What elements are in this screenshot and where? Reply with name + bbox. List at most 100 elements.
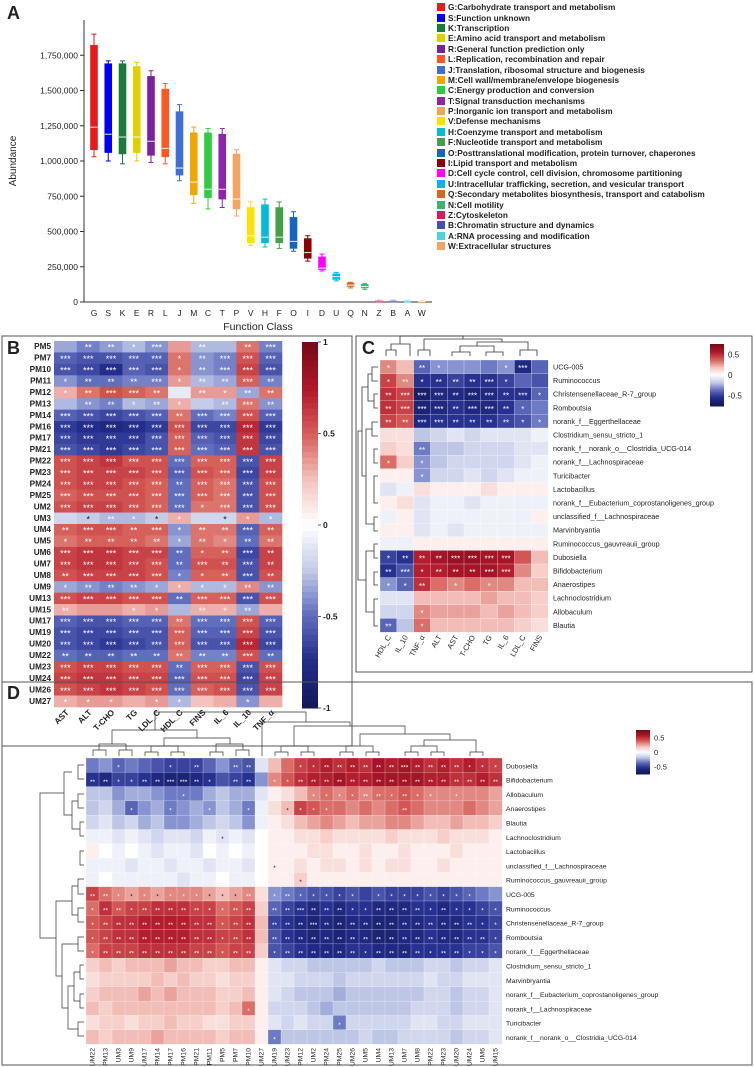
significance-mark: * <box>312 808 315 815</box>
column-label: UM4 <box>376 1048 383 1063</box>
significance-mark: * <box>117 765 120 772</box>
significance-mark: *** <box>468 391 477 400</box>
heatmap-cell <box>150 757 165 773</box>
row-label: Lactobacillus <box>553 485 595 494</box>
heatmap-cell <box>145 466 169 479</box>
heatmap-cell <box>137 843 152 859</box>
heatmap-cell <box>306 929 321 945</box>
row-dendrogram <box>373 393 378 409</box>
heatmap-cell <box>124 772 139 788</box>
significance-mark: *** <box>129 469 140 479</box>
significance-mark: *** <box>129 640 140 650</box>
significance-mark: ** <box>311 936 317 943</box>
significance-mark: * <box>130 808 133 815</box>
heatmap-cell <box>176 1029 191 1045</box>
column-dendrogram <box>423 338 503 350</box>
heatmap-cell <box>514 604 532 619</box>
row-dendrogram <box>373 571 378 586</box>
row-label: unclassified_f__Lachnospiraceae <box>506 863 607 870</box>
heatmap-cell <box>145 672 169 685</box>
heatmap-cell <box>345 886 360 902</box>
heatmap-cell <box>259 649 283 662</box>
heatmap-cell <box>85 857 100 873</box>
significance-mark: ** <box>168 936 174 943</box>
heatmap-cell <box>423 1000 438 1016</box>
row-dendrogram <box>77 907 84 923</box>
legend-label: W:Extracellular structures <box>448 241 552 252</box>
legend-item: V:Defense mechanisms <box>437 116 752 126</box>
heatmap-cell <box>447 604 465 619</box>
heatmap-cell <box>54 546 78 559</box>
heatmap-cell <box>168 695 192 708</box>
row-label: Allobaculum <box>506 792 543 799</box>
heatmap-cell <box>449 1015 464 1031</box>
colorbar-segment <box>302 384 318 392</box>
heatmap-cell <box>254 800 269 816</box>
significance-mark: *** <box>197 446 208 456</box>
heatmap-cell <box>99 489 123 502</box>
x-tick-label-S: S <box>105 308 111 318</box>
heatmap-cell <box>397 872 412 888</box>
legend-swatch <box>437 55 445 64</box>
significance-mark: *** <box>485 391 494 400</box>
significance-mark: ** <box>107 343 115 353</box>
colorbar-segment <box>710 361 724 364</box>
heatmap-cell <box>99 695 123 708</box>
heatmap-cell <box>306 829 321 845</box>
heatmap-cell <box>475 886 490 902</box>
colorbar-segment <box>710 398 724 401</box>
heatmap-cell <box>54 626 78 639</box>
heatmap-cell <box>379 550 398 565</box>
heatmap-cell <box>488 772 503 788</box>
heatmap-cell <box>111 772 126 788</box>
heatmap-cell <box>413 577 431 592</box>
heatmap-cell <box>410 815 425 830</box>
heatmap-cell <box>514 523 532 538</box>
heatmap-cell <box>76 535 100 548</box>
significance-mark: *** <box>243 434 254 444</box>
heatmap-cell <box>280 972 295 988</box>
heatmap-cell <box>122 684 146 696</box>
colorbar-segment <box>302 592 318 599</box>
column-dendrogram <box>459 345 495 352</box>
heatmap-cell <box>480 618 499 633</box>
column-dendrogram <box>476 341 529 350</box>
row-dendrogram <box>373 448 378 464</box>
heatmap-cell <box>259 386 283 399</box>
legend-item: K:Transcription <box>437 23 752 33</box>
heatmap-cell <box>168 672 192 685</box>
significance-mark: * <box>299 808 302 815</box>
heatmap-cell <box>150 800 165 816</box>
heatmap-cell <box>254 943 269 959</box>
heatmap-cell <box>488 900 503 916</box>
heatmap-cell <box>436 786 451 802</box>
significance-mark: * <box>312 793 315 800</box>
significance-mark: *** <box>485 555 494 564</box>
column-label: UM2 <box>311 1048 318 1063</box>
heatmap-cell <box>293 772 308 788</box>
column-dendrogram <box>98 743 127 750</box>
significance-mark: * <box>178 571 182 581</box>
row-dendrogram <box>71 885 78 916</box>
heatmap-cell <box>111 1029 126 1045</box>
significance-mark: ** <box>85 400 93 410</box>
heatmap-cell <box>306 886 321 902</box>
heatmap-cell <box>122 661 146 673</box>
heatmap-cell <box>241 786 256 802</box>
column-dendrogram <box>339 751 354 756</box>
heatmap-cell <box>430 577 448 592</box>
column-label: UM17 <box>142 1048 149 1066</box>
significance-mark: ** <box>441 936 447 943</box>
heatmap-cell <box>379 618 398 633</box>
heatmap-cell <box>423 1029 438 1045</box>
row-label: Romboutsia <box>553 403 591 412</box>
row-dendrogram <box>61 943 78 1009</box>
significance-mark: *** <box>220 617 231 627</box>
heatmap-cell <box>145 363 169 376</box>
heatmap-cell <box>259 615 283 628</box>
heatmap-cell <box>436 857 451 873</box>
heatmap-cell <box>213 626 237 639</box>
significance-mark: *** <box>129 629 140 639</box>
column-label: UM19 <box>272 1048 279 1066</box>
significance-mark: *** <box>265 366 276 376</box>
